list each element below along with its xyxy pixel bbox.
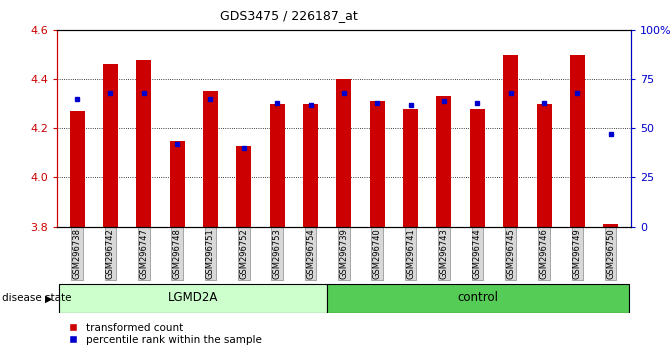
Text: disease state: disease state (2, 293, 72, 303)
Bar (236, 145, 252, 227)
Bar (170, 141, 185, 227)
Bar (203, 91, 218, 227)
Bar (570, 55, 585, 227)
Bar (370, 101, 384, 227)
Bar (336, 79, 352, 227)
FancyBboxPatch shape (58, 284, 327, 313)
Bar (603, 224, 618, 227)
Bar (403, 109, 418, 227)
FancyBboxPatch shape (327, 284, 629, 313)
Bar (436, 96, 452, 227)
Bar (470, 109, 485, 227)
Bar (103, 64, 118, 227)
Text: GDS3475 / 226187_at: GDS3475 / 226187_at (219, 9, 358, 22)
Bar (303, 104, 318, 227)
Bar (537, 104, 552, 227)
Bar (136, 59, 151, 227)
Bar (270, 104, 285, 227)
Bar (503, 55, 518, 227)
Legend: transformed count, percentile rank within the sample: transformed count, percentile rank withi… (69, 322, 262, 345)
Text: LGMD2A: LGMD2A (168, 291, 218, 304)
Bar (70, 111, 85, 227)
Text: control: control (458, 291, 499, 304)
Text: ▶: ▶ (45, 293, 53, 303)
